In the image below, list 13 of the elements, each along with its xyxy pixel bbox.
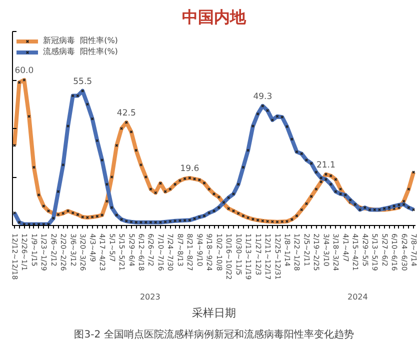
- chart-title: 中国内地: [182, 8, 247, 26]
- data-label: 42.5: [116, 108, 136, 118]
- data-label: 60.0: [14, 66, 34, 76]
- text: 2024: [348, 292, 368, 302]
- data-label: 49.3: [253, 92, 272, 102]
- legend-label: 流感病毒 阳性率(%): [43, 46, 118, 57]
- legend-label: 新冠病毒 阳性率(%): [43, 35, 118, 46]
- data-label: 55.5: [73, 76, 92, 87]
- caption: 图3-2 全国哨点医院流感样病例新冠和流感病毒阳性率变化趋势: [74, 328, 354, 340]
- data-label: 19.6: [180, 164, 200, 174]
- data-label: 21.1: [316, 160, 336, 170]
- text: 2023: [140, 292, 160, 302]
- x-axis-title: 采样日期: [192, 306, 236, 320]
